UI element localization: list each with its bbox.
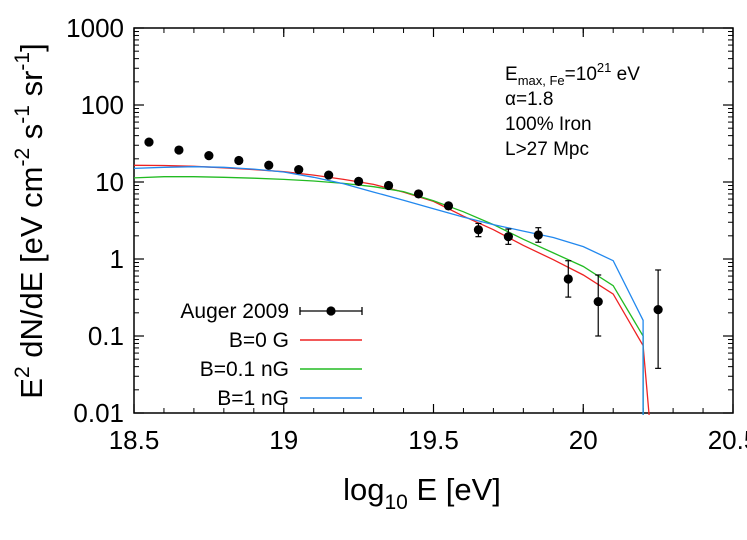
data-point	[264, 160, 274, 170]
data-point	[533, 230, 543, 240]
text-run: -1	[11, 52, 34, 71]
y-tick-label: 1000	[66, 13, 124, 43]
text-run: max, Fe	[518, 73, 565, 88]
auger-points	[144, 137, 663, 369]
y-tick-label: 100	[81, 90, 124, 120]
data-point	[383, 180, 394, 191]
y-tick-label: 1	[110, 244, 124, 274]
x-tick-label: 20	[569, 425, 598, 455]
legend: Auger 2009 B=0 G B=0.1 nG B=1 nG	[180, 300, 363, 410]
text-run: E	[14, 378, 49, 399]
text-run: 21	[597, 60, 611, 75]
text-run: L>27 Mpc	[505, 139, 589, 160]
text-run: E	[505, 64, 518, 85]
text-run: eV	[611, 64, 640, 85]
x-tick-label: 19	[269, 425, 298, 455]
data-point	[413, 189, 424, 199]
legend-swatch-point	[326, 306, 336, 316]
annotation-line: Emax, Fe=1021 eV	[505, 60, 640, 88]
data-point	[563, 274, 573, 284]
x-tick-label: 20.5	[708, 425, 747, 455]
annotation-line: α=1.8	[505, 89, 554, 110]
data-point	[324, 170, 334, 180]
text-run: -1	[11, 105, 34, 124]
series-line-2	[133, 166, 644, 415]
annotation-line: 100% Iron	[505, 114, 592, 135]
data-point	[234, 155, 244, 166]
data-point	[443, 201, 454, 211]
x-tick-label: 18.5	[109, 425, 160, 455]
annotation-line: L>27 Mpc	[505, 139, 589, 160]
x-axis-title: log10 E [eV]	[343, 472, 501, 514]
text-run: 100% Iron	[505, 114, 592, 135]
model-curves	[133, 164, 650, 416]
x-tick-label: 19.5	[408, 425, 459, 455]
y-tick-label: 0.01	[73, 398, 124, 428]
data-point	[653, 305, 663, 315]
x-axis-title-sub: 10	[384, 491, 407, 514]
data-point	[593, 296, 603, 307]
legend-label: B=1 nG	[217, 387, 289, 410]
text-run: sr	[14, 71, 49, 105]
y-tick-label: 10	[95, 167, 124, 197]
data-point	[204, 151, 214, 161]
annotation-block: Emax, Fe=1021 eV α=1.8 100% Iron L>27 Mpc	[505, 60, 640, 160]
data-point	[174, 145, 184, 155]
data-point	[473, 225, 484, 235]
text-run: -2	[11, 148, 34, 167]
text-run: dN/dE [eV cm	[14, 167, 49, 367]
data-point	[354, 176, 364, 186]
y-tick-label: 0.1	[88, 321, 124, 351]
data-point	[144, 137, 154, 147]
legend-label: B=0 G	[229, 329, 289, 352]
data-point	[503, 232, 513, 242]
legend-label: B=0.1 nG	[200, 358, 289, 381]
legend-label: Auger 2009	[180, 300, 289, 323]
text-run: =10	[565, 64, 597, 85]
y-axis-title: E2 dN/dE [eV cm-2 s-1 sr-1]	[11, 43, 49, 398]
text-run: 2	[11, 366, 34, 378]
text-run: α=1.8	[505, 89, 554, 110]
x-axis-title-base: log	[343, 472, 384, 507]
tick-labels: 18.5 19 19.5 20 20.5 0.01 0.1 1 10 100 1000	[66, 13, 747, 455]
series-line-1	[133, 176, 644, 415]
data-point	[294, 164, 304, 175]
text-run: ]	[14, 43, 49, 52]
axis-ticks	[133, 27, 734, 414]
text-run: s	[14, 124, 49, 148]
x-axis-title-rest: E [eV]	[408, 472, 501, 507]
